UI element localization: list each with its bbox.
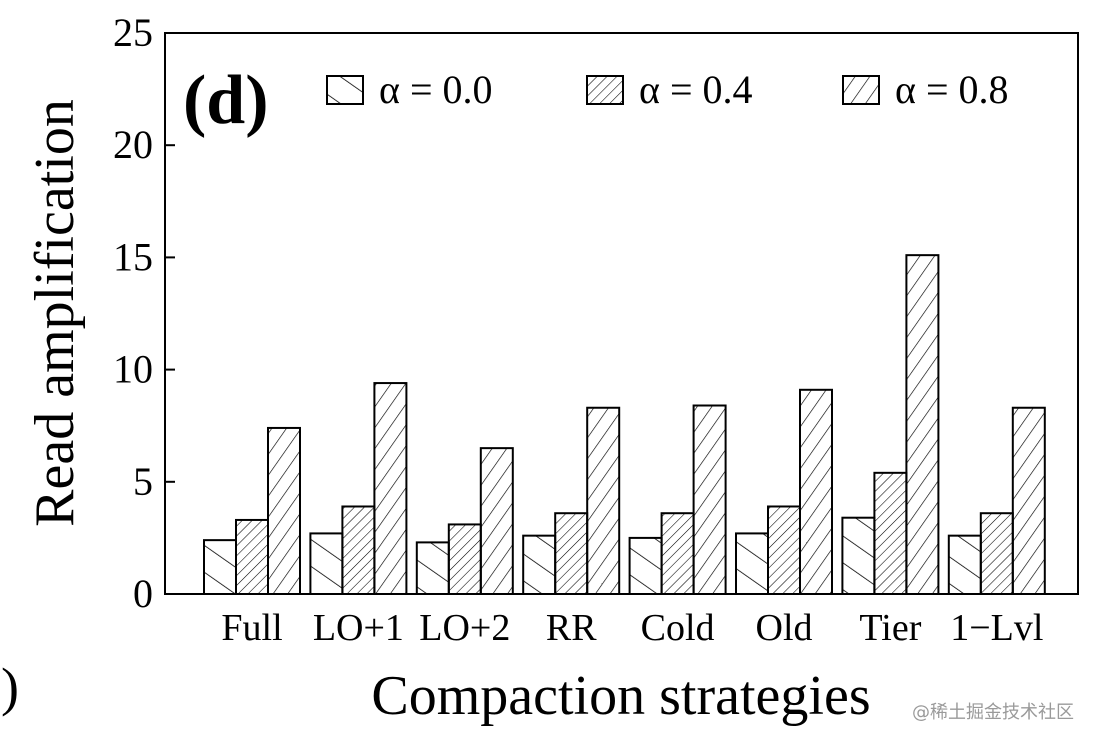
bar-a00-1 [309, 532, 344, 595]
bar-a00-5 [735, 532, 769, 595]
bar-a08-5 [799, 388, 833, 595]
legend-swatch [842, 75, 880, 105]
bar-a04-1 [341, 505, 376, 596]
bar-a08-0 [267, 426, 301, 595]
x-tick-label: Full [221, 607, 282, 649]
legend-swatch [326, 75, 364, 105]
cropped-panel-label: b) [0, 657, 19, 717]
bar-a08-3 [586, 406, 621, 595]
y-tick-label: 25 [113, 10, 153, 55]
bar-a04-2 [447, 523, 482, 595]
bar-a00-2 [415, 541, 450, 595]
x-axis-label: Compaction strategies [371, 665, 870, 727]
legend-entry-label: α = 0.0 [379, 67, 493, 112]
bars [203, 254, 1046, 596]
bar-a08-2 [479, 447, 514, 596]
x-tick-label: RR [546, 607, 597, 649]
legend: α = 0.0 α = 0.4 α = 0.8 [326, 67, 1009, 112]
bar-a08-1 [373, 382, 408, 595]
bar-a00-6 [841, 516, 876, 595]
legend-entry-label: α = 0.4 [639, 67, 753, 112]
bar-a04-3 [554, 512, 589, 595]
y-tick-label: 15 [113, 234, 153, 279]
watermark: @稀土掘金技术社区 [912, 702, 1074, 723]
bar-a04-7 [979, 512, 1014, 595]
bar-a00-3 [522, 534, 557, 596]
bar-a04-0 [235, 518, 269, 595]
bar-a00-0 [203, 539, 237, 595]
y-tick-label: 10 [113, 347, 153, 392]
x-axis: Full LO+1 LO+2 RR Cold Old Tier 1−Lvl [221, 607, 1043, 649]
bar-a08-7 [1011, 406, 1046, 595]
bar-a04-6 [873, 471, 908, 596]
y-tick-label: 0 [133, 571, 153, 616]
bar-a00-7 [947, 534, 982, 596]
bar-a08-6 [905, 254, 940, 595]
y-axis-label: Read amplification [24, 99, 86, 527]
bar-a04-4 [660, 512, 695, 595]
bar-a08-4 [692, 404, 727, 595]
plot-frame [164, 32, 1079, 595]
panel-label: (d) [183, 62, 269, 139]
legend-swatch [586, 75, 624, 105]
x-tick-label: LO+2 [419, 607, 510, 649]
x-tick-label: Old [756, 607, 813, 649]
y-tick-label: 5 [133, 459, 153, 504]
x-tick-label: Cold [641, 607, 715, 649]
x-tick-label: LO+1 [313, 607, 404, 649]
bar-a04-5 [767, 505, 801, 596]
y-axis: 0 5 10 15 20 25 [113, 10, 175, 616]
y-tick-label: 20 [113, 122, 153, 167]
bar-a00-4 [628, 536, 663, 596]
legend-entry-label: α = 0.8 [895, 67, 1009, 112]
x-tick-label: 1−Lvl [950, 607, 1043, 649]
x-tick-label: Tier [859, 607, 921, 649]
